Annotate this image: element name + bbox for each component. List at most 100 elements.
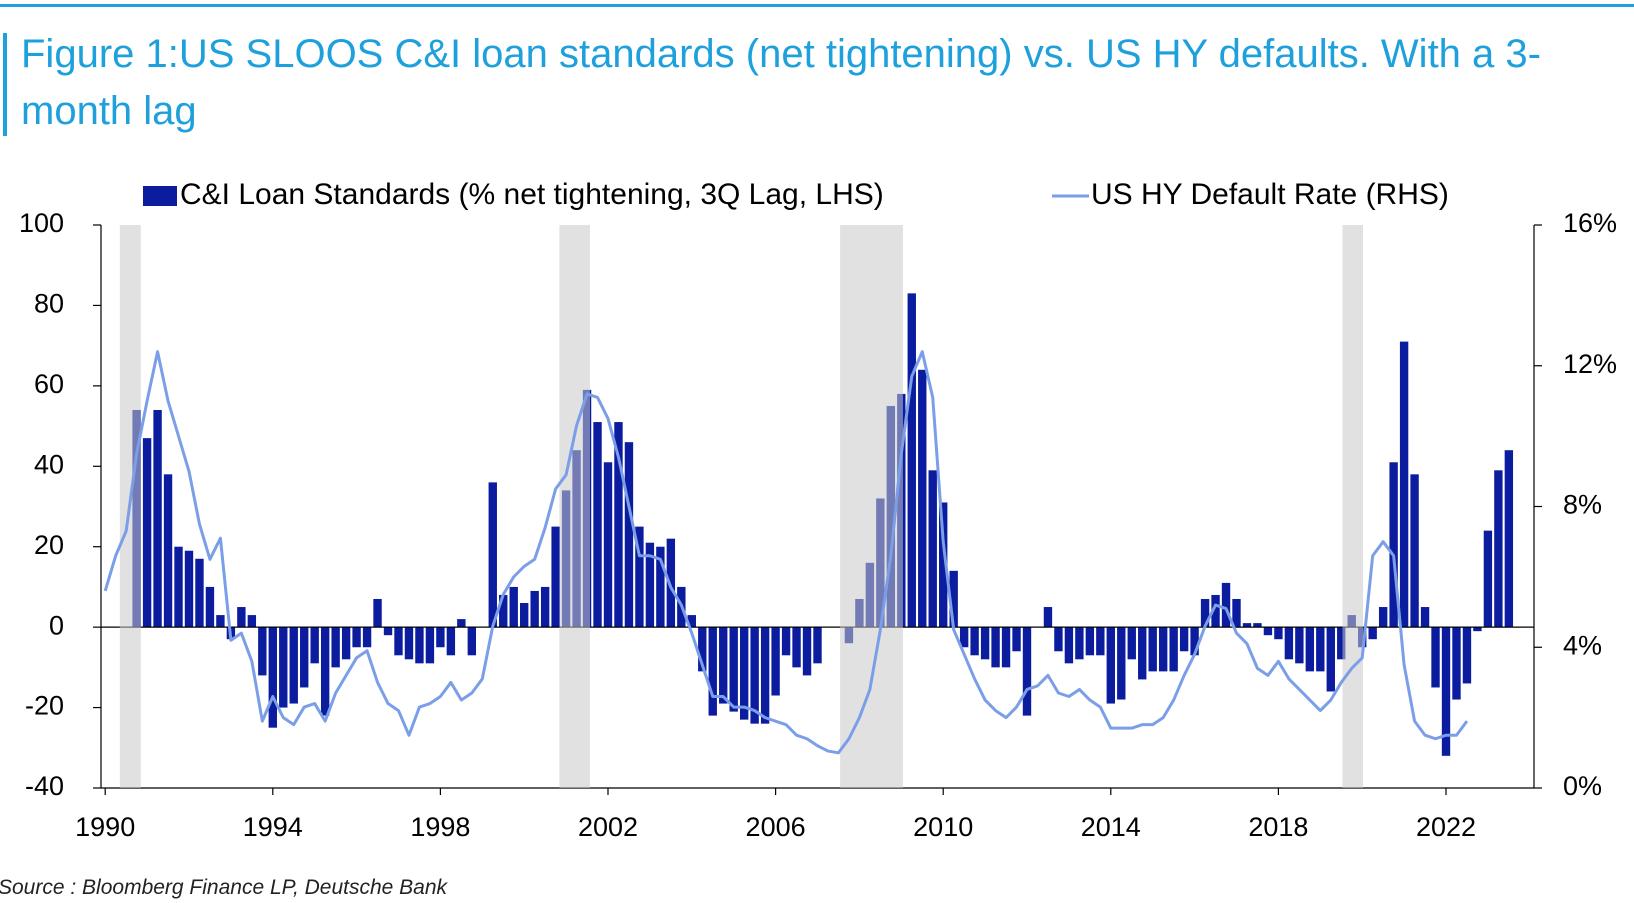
y-tick-label: 100	[19, 208, 64, 238]
bar	[1494, 470, 1503, 628]
bar	[1337, 627, 1346, 660]
x-tick-label: 1994	[243, 812, 303, 842]
bar	[614, 422, 623, 628]
bar	[195, 558, 204, 628]
bar	[425, 627, 435, 664]
bar	[436, 627, 445, 648]
bar	[1378, 607, 1388, 628]
source-note: Source : Bloomberg Finance LP, Deutsche …	[0, 876, 448, 899]
bar	[959, 627, 969, 648]
bar	[237, 607, 246, 628]
top-rule	[0, 4, 1634, 7]
bar	[729, 627, 738, 712]
bar	[1043, 607, 1053, 628]
bar	[415, 627, 424, 664]
bar	[980, 627, 990, 660]
y-tick-label: 20	[34, 530, 64, 560]
bar	[1232, 598, 1241, 628]
y-tick-label: 60	[34, 369, 64, 399]
bar	[457, 619, 466, 628]
bar	[184, 550, 194, 628]
bar	[666, 538, 676, 628]
bar	[1075, 627, 1084, 660]
y-tick-label: 40	[34, 449, 64, 479]
bar	[320, 627, 330, 716]
x-tick-label: 2022	[1416, 812, 1476, 842]
bar	[540, 586, 550, 628]
bar	[142, 438, 152, 628]
legend-swatch	[143, 186, 177, 206]
bar	[928, 470, 937, 628]
legend-label: C&I Loan Standards (% net tightening, 3Q…	[180, 178, 884, 211]
bar	[1138, 627, 1147, 680]
y2-tick-label: 12%	[1563, 349, 1617, 379]
bar	[1106, 627, 1115, 704]
bar	[373, 598, 382, 628]
bar	[1127, 627, 1136, 660]
bar	[813, 627, 822, 664]
bar	[279, 627, 288, 708]
bar	[1483, 530, 1493, 628]
bar	[1012, 627, 1021, 652]
bar	[771, 627, 780, 696]
bar	[1211, 594, 1220, 628]
y-tick-label: -40	[25, 771, 64, 801]
bar	[687, 615, 696, 628]
bar	[205, 586, 215, 628]
bar	[1284, 627, 1294, 660]
x-tick-label: 2014	[1081, 812, 1141, 842]
x-tick-label: 1998	[410, 812, 470, 842]
bar	[1064, 627, 1074, 664]
bar	[446, 627, 456, 656]
bar	[1305, 627, 1315, 672]
shaded-period	[840, 225, 903, 788]
bar	[781, 627, 791, 656]
bar	[1221, 582, 1231, 628]
bar	[174, 546, 183, 628]
bar	[1117, 627, 1126, 700]
bar	[1441, 627, 1451, 756]
bar	[530, 590, 539, 628]
bar	[1316, 627, 1325, 672]
bar	[352, 627, 361, 648]
y-tick-label: 0	[49, 610, 64, 640]
bar	[1504, 450, 1514, 628]
bar	[1085, 627, 1095, 656]
chart-title: Figure 1:US SLOOS C&I loan standards (ne…	[21, 32, 1541, 133]
y2-tick-label: 0%	[1563, 771, 1602, 801]
bar	[792, 627, 801, 668]
x-tick-label: 2006	[746, 812, 806, 842]
bar	[383, 627, 393, 636]
bar	[907, 293, 916, 628]
x-tick-label: 2010	[913, 812, 973, 842]
bar	[1274, 627, 1283, 640]
line	[103, 350, 1469, 755]
bar	[1096, 627, 1105, 656]
bar	[603, 462, 613, 628]
bar	[1368, 627, 1377, 640]
bar	[1148, 627, 1157, 672]
bar	[739, 627, 749, 720]
y2-tick-label: 16%	[1563, 208, 1617, 238]
bar	[509, 586, 518, 628]
bar	[300, 627, 309, 688]
y2-tick-label: 4%	[1563, 630, 1602, 660]
bar	[394, 627, 403, 656]
bar	[289, 627, 298, 704]
bar	[1242, 623, 1252, 628]
bar	[939, 502, 948, 628]
bar	[404, 627, 414, 660]
bar	[991, 627, 1000, 668]
bar	[488, 482, 497, 628]
bar	[1431, 627, 1440, 688]
bar	[750, 627, 759, 724]
legend-label: US HY Default Rate (RHS)	[1091, 178, 1449, 211]
bar	[593, 422, 602, 628]
bar	[1158, 627, 1168, 672]
bar	[802, 627, 812, 676]
bar	[520, 603, 529, 628]
bar	[258, 627, 267, 676]
bar	[635, 526, 644, 628]
bar	[1462, 627, 1472, 684]
